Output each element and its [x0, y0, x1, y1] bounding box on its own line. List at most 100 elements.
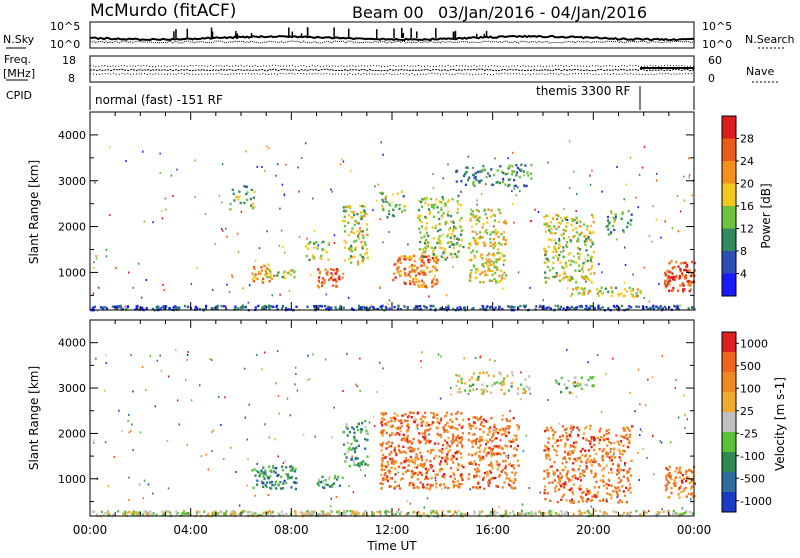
data-cell: [366, 455, 369, 458]
data-cell: [477, 375, 480, 379]
scatter-cell: [199, 384, 201, 387]
data-cell: [576, 384, 579, 388]
data-cell: [410, 442, 413, 445]
scatter-cell: [655, 179, 658, 182]
data-cell: [603, 434, 606, 437]
data-cell: [310, 510, 313, 513]
data-cell: [678, 274, 681, 278]
scatter-cell: [200, 455, 203, 458]
data-cell: [591, 255, 594, 259]
data-cell: [639, 290, 642, 293]
data-cell: [668, 495, 671, 499]
data-cell: [561, 233, 564, 237]
colorbar-segment: [722, 412, 736, 432]
data-cell: [552, 261, 555, 265]
data-cell: [390, 419, 393, 423]
data-cell: [424, 284, 427, 287]
data-cell: [307, 511, 310, 514]
data-cell: [572, 513, 575, 516]
data-cell: [418, 285, 421, 288]
data-cell: [433, 248, 436, 251]
data-cell: [460, 179, 463, 183]
data-cell: [469, 241, 472, 245]
data-cell: [568, 434, 571, 437]
data-cell: [439, 307, 442, 310]
data-cell: [422, 420, 425, 423]
data-cell: [424, 273, 427, 276]
data-cell: [494, 437, 497, 440]
data-cell: [285, 481, 288, 485]
data-cell: [623, 450, 626, 453]
data-cell: [350, 307, 354, 310]
scatter-cell: [207, 468, 210, 471]
data-cell: [566, 221, 569, 225]
scatter-cell: [529, 392, 532, 395]
data-cell: [491, 439, 494, 443]
data-cell: [403, 466, 406, 469]
data-cell: [553, 448, 556, 451]
data-cell: [566, 306, 569, 309]
data-cell: [488, 463, 491, 467]
data-cell: [328, 513, 331, 516]
scatter-cell: [528, 487, 530, 489]
data-cell: [411, 482, 414, 485]
data-cell: [492, 433, 495, 437]
data-cell: [503, 451, 506, 455]
data-cell: [392, 272, 396, 275]
data-cell: [635, 510, 638, 513]
data-cell: [572, 288, 575, 291]
data-cell: [357, 237, 360, 240]
data-cell: [396, 484, 399, 487]
data-cell: [691, 478, 694, 482]
data-cell: [538, 510, 541, 513]
data-cell: [495, 281, 498, 284]
data-cell: [623, 427, 626, 430]
data-cell: [468, 389, 471, 392]
data-cell: [585, 459, 588, 462]
data-cell: [425, 439, 428, 443]
data-cell: [122, 308, 125, 311]
data-cell: [435, 482, 438, 486]
data-cell: [457, 450, 460, 453]
data-cell: [406, 434, 409, 438]
scatter-cell: [625, 183, 628, 186]
data-cell: [588, 489, 591, 493]
data-cell: [335, 280, 338, 283]
data-cell: [554, 490, 557, 493]
data-cell: [390, 460, 393, 463]
data-cell: [590, 437, 593, 441]
data-cell: [622, 511, 626, 515]
scatter-cell: [432, 173, 434, 176]
data-cell: [233, 199, 236, 202]
data-cell: [617, 466, 620, 469]
data-cell: [508, 425, 511, 428]
data-cell: [585, 304, 588, 308]
data-cell: [543, 247, 546, 250]
data-cell: [356, 457, 359, 460]
data-cell: [606, 437, 609, 440]
data-cell: [567, 453, 570, 456]
data-cell: [400, 438, 403, 442]
data-cell: [490, 168, 493, 171]
data-cell: [607, 478, 610, 481]
data-cell: [509, 512, 512, 515]
data-cell: [397, 272, 401, 275]
scatter-cell: [376, 391, 378, 393]
data-cell: [474, 440, 478, 444]
data-cell: [252, 280, 256, 283]
data-cell: [521, 512, 524, 515]
data-cell: [497, 280, 501, 283]
data-cell: [556, 444, 559, 448]
scatter-cell: [196, 266, 198, 269]
data-cell: [255, 483, 259, 486]
data-cell: [471, 486, 475, 489]
data-cell: [438, 434, 441, 437]
data-cell: [563, 428, 567, 432]
data-cell: [502, 432, 506, 436]
scatter-cell: [289, 414, 291, 417]
scatter-cell: [308, 378, 311, 380]
data-cell: [362, 305, 365, 309]
data-cell: [512, 438, 515, 441]
data-cell: [488, 261, 491, 264]
